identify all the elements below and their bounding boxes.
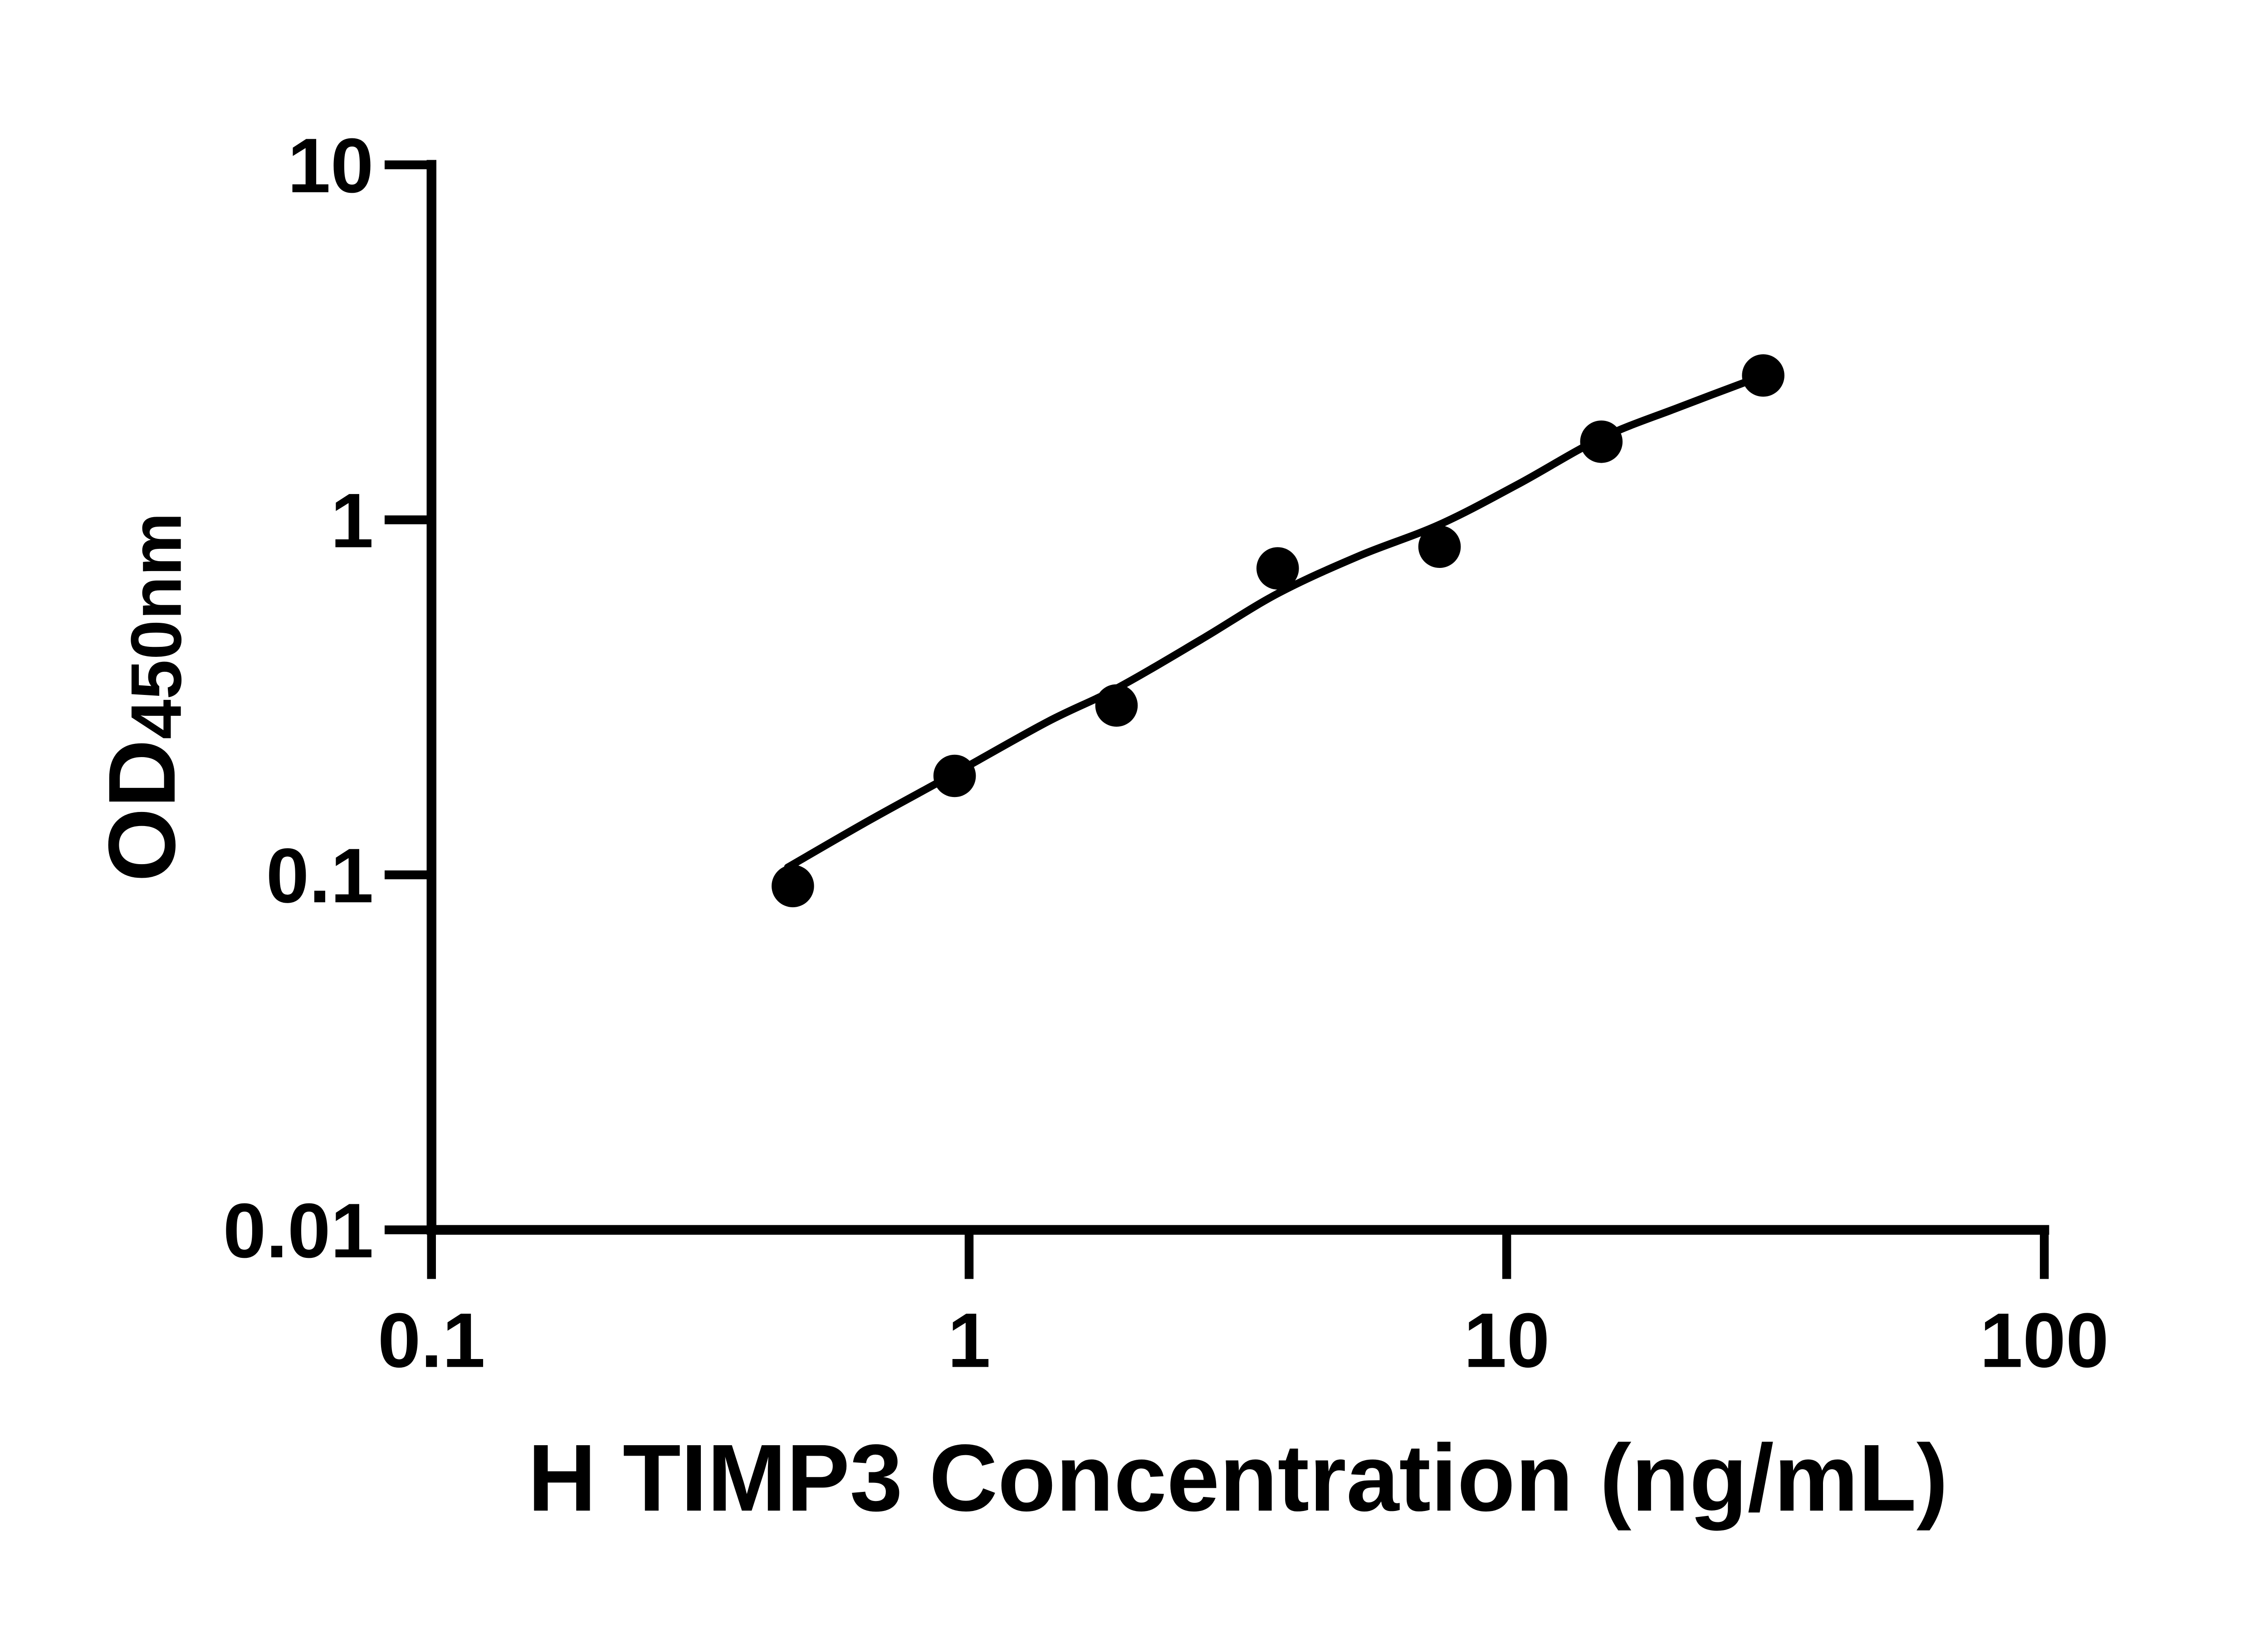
x-tick-label-0.1: 0.1	[378, 1297, 485, 1384]
data-point	[933, 754, 976, 797]
y-axis-tick-labels: 10 1 0.1 0.01	[223, 123, 374, 1274]
y-tick-label-0.1: 0.1	[266, 833, 373, 919]
x-axis-ticks	[427, 1230, 2049, 1279]
data-points	[772, 354, 1784, 908]
y-axis-ticks	[384, 160, 432, 1235]
y-tick-label-10: 10	[288, 123, 374, 209]
x-tick-label-10: 10	[1464, 1297, 1550, 1384]
x-tick-label-100: 100	[1980, 1297, 2109, 1384]
x-axis-tick-labels: 0.1 1 10 100	[378, 1297, 2109, 1384]
y-tick-label-1: 1	[331, 478, 374, 564]
y-tick-label-0.01: 0.01	[223, 1188, 374, 1274]
data-point	[1742, 354, 1784, 397]
data-point	[772, 865, 814, 908]
x-tick-label-1: 1	[948, 1297, 991, 1384]
x-axis-title: H TIMP3 Concentration (ng/mL)	[528, 1425, 1948, 1531]
data-point	[1418, 525, 1461, 568]
data-point	[1095, 684, 1138, 727]
chart-background	[0, 20, 2268, 1613]
data-point	[1580, 420, 1623, 463]
y-axis-title-subscript: 450nm	[117, 513, 196, 739]
y-axis-title: OD450nm	[89, 513, 196, 882]
data-point	[1256, 547, 1299, 590]
y-axis-title-main: OD	[89, 739, 195, 882]
